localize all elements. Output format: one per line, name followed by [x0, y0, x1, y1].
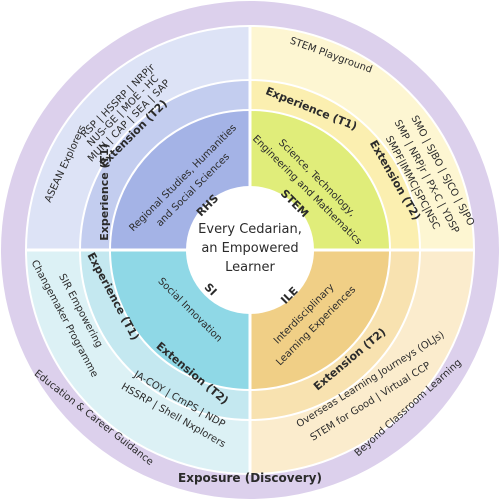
rhs-experience-label: Experience (T1) [98, 143, 111, 240]
center-line-2: an Empowered [201, 241, 298, 256]
center-line-1: Every Cedarian, [198, 222, 302, 237]
exposure-title: Exposure (Discovery) [178, 471, 322, 485]
center-line-3: Learner [225, 260, 275, 275]
center-circle [186, 186, 314, 314]
divider-ring-mid [79, 79, 421, 421]
divider-ring-inner [109, 109, 391, 391]
divider-ring-outer [25, 25, 475, 475]
